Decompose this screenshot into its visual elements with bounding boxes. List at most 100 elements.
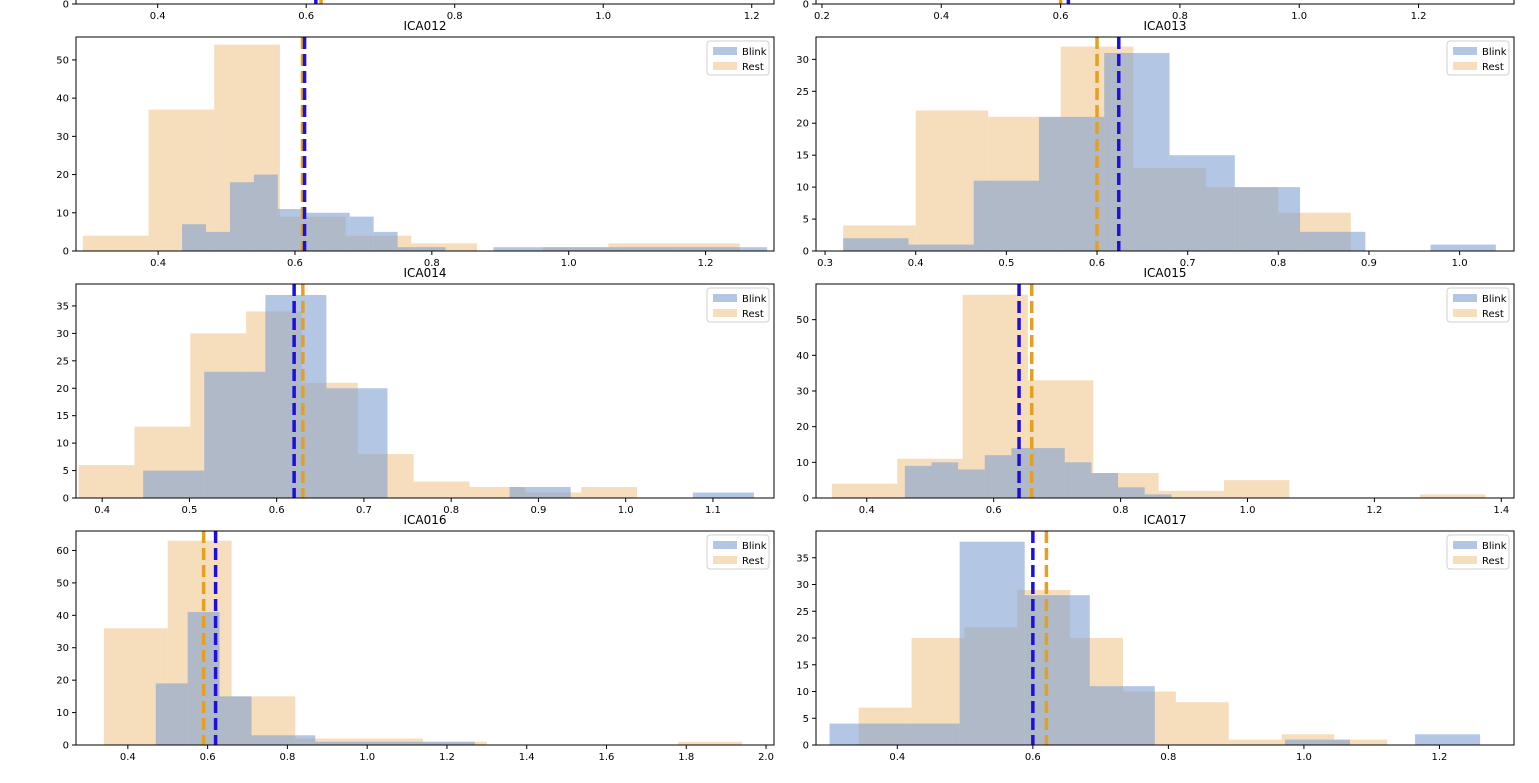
histogram-bar xyxy=(581,487,638,498)
histogram-bar xyxy=(1284,739,1351,745)
histogram-bar xyxy=(1430,244,1496,251)
histogram-bar xyxy=(182,224,207,251)
plot-area xyxy=(82,37,768,251)
legend-swatch-rest xyxy=(713,556,737,564)
legend-label-rest: Rest xyxy=(1482,556,1504,567)
y-tick-label: 20 xyxy=(56,384,69,395)
histogram-bar xyxy=(315,741,348,745)
panel-0: 0.4 0.6 0.8 1.0 1.2 0 xyxy=(63,0,775,22)
legend: Blink Rest xyxy=(1446,534,1510,570)
legend-label-blink: Blink xyxy=(742,47,767,58)
x-tick-label: 1.4 xyxy=(1493,505,1509,516)
y-tick-label: 35 xyxy=(56,301,69,312)
legend-label-blink: Blink xyxy=(1482,47,1507,58)
y-tick-label: 0 xyxy=(63,494,69,505)
histogram-bar xyxy=(143,470,205,498)
histogram-bar xyxy=(411,741,443,745)
y-tick-label: 40 xyxy=(56,94,69,105)
histogram-bar xyxy=(509,487,571,498)
legend: Blink Rest xyxy=(706,534,770,570)
y-tick-label: 25 xyxy=(56,356,69,367)
legend-swatch-blink xyxy=(713,294,737,302)
histogram-bar xyxy=(1024,595,1090,745)
histogram-bar xyxy=(1175,702,1229,745)
x-tick-label: 1.0 xyxy=(1452,258,1468,269)
legend: Blink Rest xyxy=(706,287,770,323)
y-tick-label: 0 xyxy=(803,247,809,258)
histogram-bar xyxy=(283,735,316,745)
y-tick-label: 35 xyxy=(796,553,809,564)
histogram-bar xyxy=(251,735,284,745)
x-tick-label: 1.0 xyxy=(1240,505,1256,516)
panel-title: ICA012 xyxy=(403,19,446,33)
x-tick-label: 1.2 xyxy=(744,11,760,22)
y-tick-label: 10 xyxy=(796,687,809,698)
x-tick-label: 0.4 xyxy=(150,258,166,269)
x-tick-label: 1.0 xyxy=(1296,752,1312,763)
x-tick-label: 0.4 xyxy=(94,505,110,516)
x-tick-label: 1.2 xyxy=(439,752,455,763)
histogram-bar xyxy=(325,212,350,251)
y-tick-label: 10 xyxy=(56,439,69,450)
plot-area xyxy=(314,0,323,4)
plot-area xyxy=(843,37,1496,251)
histogram-bar xyxy=(204,371,266,498)
histogram-bar xyxy=(397,247,422,251)
x-tick-label: 0.8 xyxy=(1113,505,1129,516)
x-tick-label: 0.8 xyxy=(443,505,459,516)
axes-frame xyxy=(75,36,775,252)
y-tick-label: 30 xyxy=(56,329,69,340)
y-tick-label: 0 xyxy=(803,494,809,505)
y-tick-label: 20 xyxy=(796,634,809,645)
x-tick-label: 0.5 xyxy=(181,505,197,516)
histogram-bar xyxy=(973,180,1039,251)
plot-area xyxy=(78,284,754,498)
y-tick-label: 30 xyxy=(56,643,69,654)
histogram-bar xyxy=(469,487,526,498)
y-tick-label: 50 xyxy=(56,578,69,589)
x-tick-label: 0.4 xyxy=(908,258,924,269)
x-tick-label: 1.2 xyxy=(1366,505,1382,516)
legend: Blink Rest xyxy=(706,40,770,76)
histogram-bar xyxy=(1144,494,1172,498)
x-tick-label: 0.6 xyxy=(200,752,216,763)
histogram-bar xyxy=(908,244,974,251)
histogram-bar xyxy=(894,723,960,745)
x-tick-label: 1.2 xyxy=(698,258,714,269)
x-tick-label: 0.4 xyxy=(150,11,166,22)
x-tick-label: 1.2 xyxy=(1411,11,1427,22)
x-tick-label: 1.1 xyxy=(705,505,721,516)
y-tick-label: 30 xyxy=(796,387,809,398)
x-tick-label: 0.8 xyxy=(447,11,463,22)
histogram-bar xyxy=(1224,480,1290,498)
legend-swatch-rest xyxy=(713,62,737,70)
panel-title: ICA015 xyxy=(1143,266,1186,280)
x-tick-label: 0.9 xyxy=(530,505,546,516)
histogram-bar xyxy=(229,182,254,251)
panel-1: 0.2 0.4 0.6 0.8 1.0 1.2 0 xyxy=(803,0,1515,22)
x-tick-label: 1.8 xyxy=(678,752,694,763)
x-tick-label: 0.4 xyxy=(120,752,136,763)
y-tick-label: 10 xyxy=(796,458,809,469)
x-tick-label: 0.4 xyxy=(889,752,905,763)
histogram-bar xyxy=(692,492,754,498)
y-tick-label: 60 xyxy=(56,546,69,557)
y-tick-label: 0 xyxy=(63,741,69,752)
x-tick-label: 0.6 xyxy=(287,258,303,269)
plot-area xyxy=(1058,0,1071,4)
legend-label-rest: Rest xyxy=(742,556,764,567)
x-tick-label: 2.0 xyxy=(758,752,774,763)
series-blink xyxy=(182,174,768,251)
x-tick-label: 1.0 xyxy=(359,752,375,763)
legend-swatch-rest xyxy=(713,309,737,317)
histogram-bar xyxy=(1228,739,1282,745)
x-tick-label: 0.6 xyxy=(269,505,285,516)
histogram-bar xyxy=(1415,734,1481,745)
y-tick-label: 15 xyxy=(796,660,809,671)
histogram-bar xyxy=(829,723,895,745)
panel-title: ICA016 xyxy=(403,513,446,527)
histogram-bar xyxy=(1158,490,1225,498)
legend-swatch-blink xyxy=(1453,294,1477,302)
y-tick-label: 5 xyxy=(803,714,809,725)
y-tick-label: 15 xyxy=(56,411,69,422)
